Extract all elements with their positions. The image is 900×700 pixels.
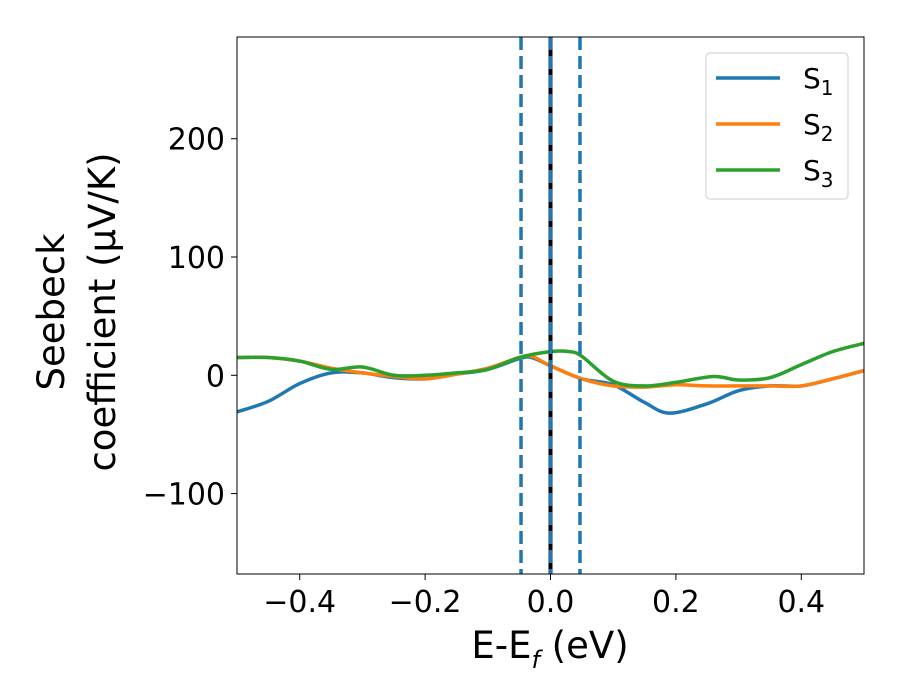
vertical-lines	[519, 37, 582, 574]
legend-entry-s3: S3	[716, 154, 834, 192]
x-tick-label: −0.4	[263, 585, 336, 620]
series-line-s3	[237, 341, 864, 388]
y-tick-label: 200	[168, 123, 225, 158]
x-axis-title-unit: (eV)	[540, 624, 629, 667]
y-tick-label: 100	[168, 241, 225, 276]
legend-label: S3	[803, 154, 834, 192]
legend-label-main: S	[803, 108, 821, 141]
series-layer	[237, 341, 864, 415]
legend-label-subscript: 3	[821, 168, 834, 192]
legend-entry-s1: S1	[716, 62, 834, 100]
x-tick-label: −0.2	[389, 585, 462, 620]
legend-label: S1	[803, 62, 834, 100]
x-tick-label: 0.4	[777, 585, 825, 620]
legend-label-subscript: 1	[821, 76, 834, 100]
y-axis-ticks: −100 0 100 200	[143, 123, 237, 513]
legend-label-subscript: 2	[821, 122, 834, 146]
x-axis-title: E-Ef (eV)	[471, 624, 628, 674]
legend-entry-s2: S2	[716, 108, 834, 146]
y-tick-label: 0	[206, 359, 225, 394]
legend-label-main: S	[803, 154, 821, 187]
legend-box	[705, 52, 849, 200]
series-line-s2	[237, 353, 864, 389]
legend-label-main: S	[803, 62, 821, 95]
x-axis-title-main: E-E	[471, 624, 531, 667]
y-axis-title: Seebeck coefficient (μV/K)	[30, 152, 124, 471]
x-tick-label: 0.2	[652, 585, 700, 620]
y-axis-title-line2: coefficient (μV/K)	[81, 152, 124, 471]
y-axis-title-line1: Seebeck	[30, 233, 73, 391]
x-tick-label: 0.0	[527, 585, 575, 620]
legend-label: S2	[803, 108, 834, 146]
x-axis-ticks: −0.4 −0.2 0.0 0.2 0.4	[263, 574, 825, 620]
y-tick-label: −100	[143, 478, 225, 513]
